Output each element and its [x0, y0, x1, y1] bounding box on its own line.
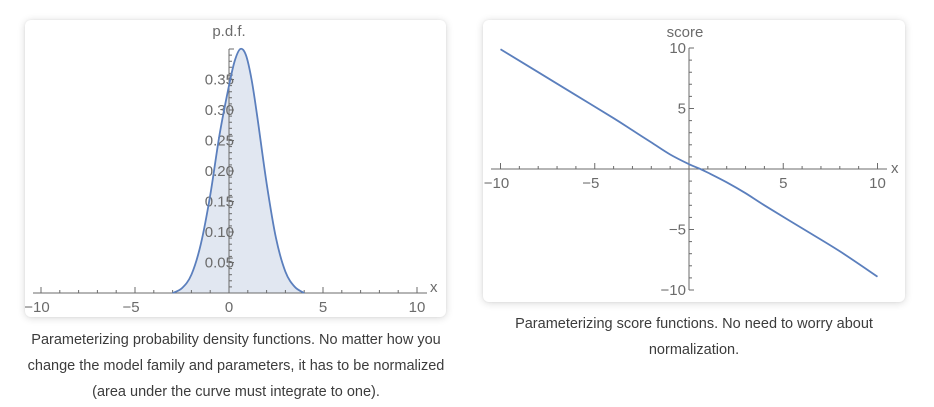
y-tick-label: 5 [678, 101, 686, 118]
pdf-chart-caption: Parameterizing probability density funct… [27, 332, 445, 400]
x-tick-label: 10 [869, 175, 886, 192]
y-axis-title: score [667, 24, 704, 41]
x-tick-label: −10 [484, 175, 509, 192]
pdf-chart: −10 −5 0 5 10x0.050.100.150.200.250.300.35p.… [25, 23, 438, 316]
pdf-curve [172, 47, 305, 294]
y-tick-label: 0.15 [205, 194, 234, 211]
x-tick-label: 0 [225, 299, 233, 316]
x-tick-label: 10 [409, 299, 426, 316]
x-tick-label: −10 [25, 299, 50, 316]
x-axis-title: x [430, 279, 438, 296]
y-tick-label: 0.35 [205, 72, 234, 89]
x-axis-title: x [891, 160, 899, 177]
y-axis: 0.050.100.150.200.250.300.35p.d.f. [205, 23, 246, 293]
y-tick-label: 0.10 [205, 224, 234, 241]
score-chart-caption: Parameterizing score functions. No need … [515, 316, 873, 358]
y-tick-label: 0.30 [205, 102, 234, 119]
x-tick-label: −5 [122, 299, 139, 316]
x-axis: −10 −5 0 5 10x [25, 279, 438, 316]
y-tick-label: 0.20 [205, 163, 234, 180]
x-tick-label: −5 [582, 175, 599, 192]
y-tick-label: 10 [669, 40, 686, 57]
x-tick-label: 5 [779, 175, 787, 192]
y-tick-label: 0.05 [205, 255, 234, 272]
score-curve [500, 48, 879, 278]
y-tick-label: −10 [661, 282, 686, 299]
pdf-area-fill [172, 48, 305, 294]
pdf-chart-card: −10 −5 0 5 10 x 0.05 0.10 0.15 0.20 0.25 0.30 0.35 p.… [25, 20, 446, 317]
y-axis-title: p.d.f. [212, 23, 245, 40]
x-tick-label: 5 [319, 299, 327, 316]
score-chart-card: −10 −5 5 10 x −10 −5 5 10 score [483, 20, 905, 302]
y-tick-label: −5 [669, 222, 686, 239]
